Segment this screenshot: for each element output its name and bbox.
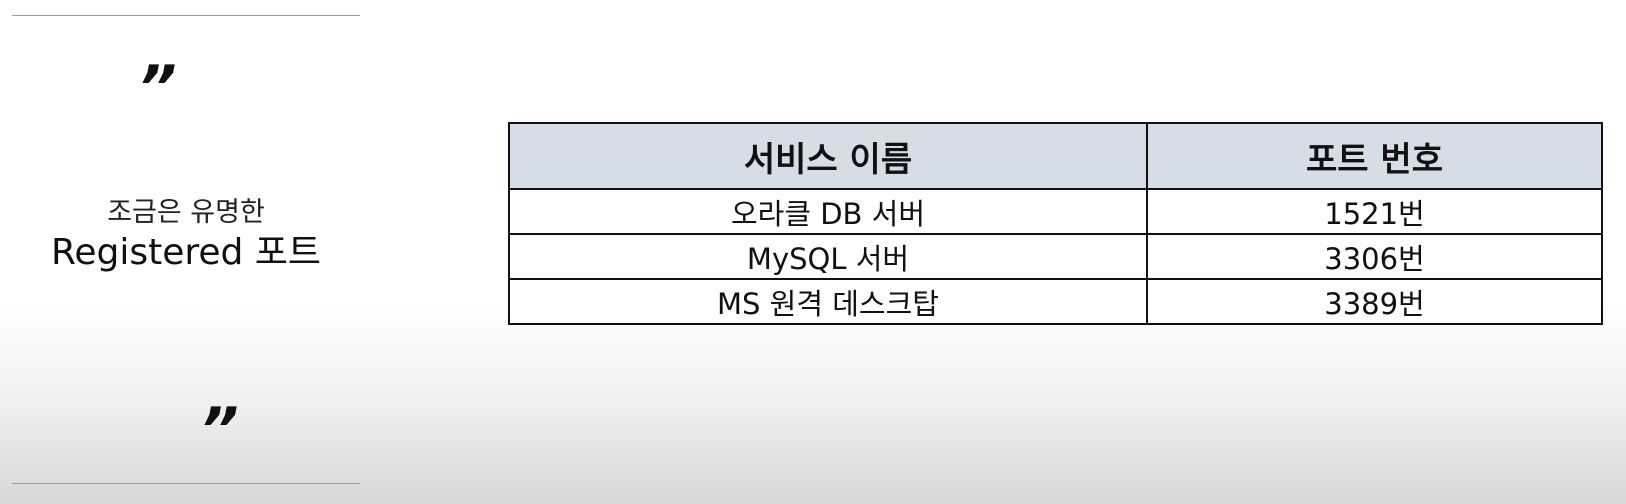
- service-name-cell: 오라클 DB 서버: [508, 188, 1148, 235]
- table-header-row: 서비스 이름 포트 번호: [508, 122, 1603, 190]
- service-name-cell: MS 원격 데스크탑: [508, 278, 1148, 325]
- top-divider: [12, 15, 360, 16]
- close-quote-mark: ”: [200, 395, 239, 465]
- caption-title: Registered 포트: [50, 232, 322, 273]
- port-number-cell: 3389번: [1146, 278, 1603, 325]
- port-table: 서비스 이름 포트 번호 오라클 DB 서버 1521번 MySQL 서버 33…: [508, 122, 1603, 325]
- service-name-cell: MySQL 서버: [508, 233, 1148, 280]
- port-number-cell: 1521번: [1146, 188, 1603, 235]
- table-row: 오라클 DB 서버 1521번: [508, 188, 1603, 235]
- open-quote-mark: ”: [138, 53, 177, 123]
- port-number-cell: 3306번: [1146, 233, 1603, 280]
- bottom-divider: [12, 483, 360, 484]
- header-service-name: 서비스 이름: [508, 122, 1148, 190]
- table-row: MS 원격 데스크탑 3389번: [508, 278, 1603, 325]
- header-port-number: 포트 번호: [1146, 122, 1603, 190]
- slide-caption: 조금은 유명한 Registered 포트: [0, 196, 372, 276]
- caption-subtitle: 조금은 유명한: [107, 197, 265, 228]
- table-row: MySQL 서버 3306번: [508, 233, 1603, 280]
